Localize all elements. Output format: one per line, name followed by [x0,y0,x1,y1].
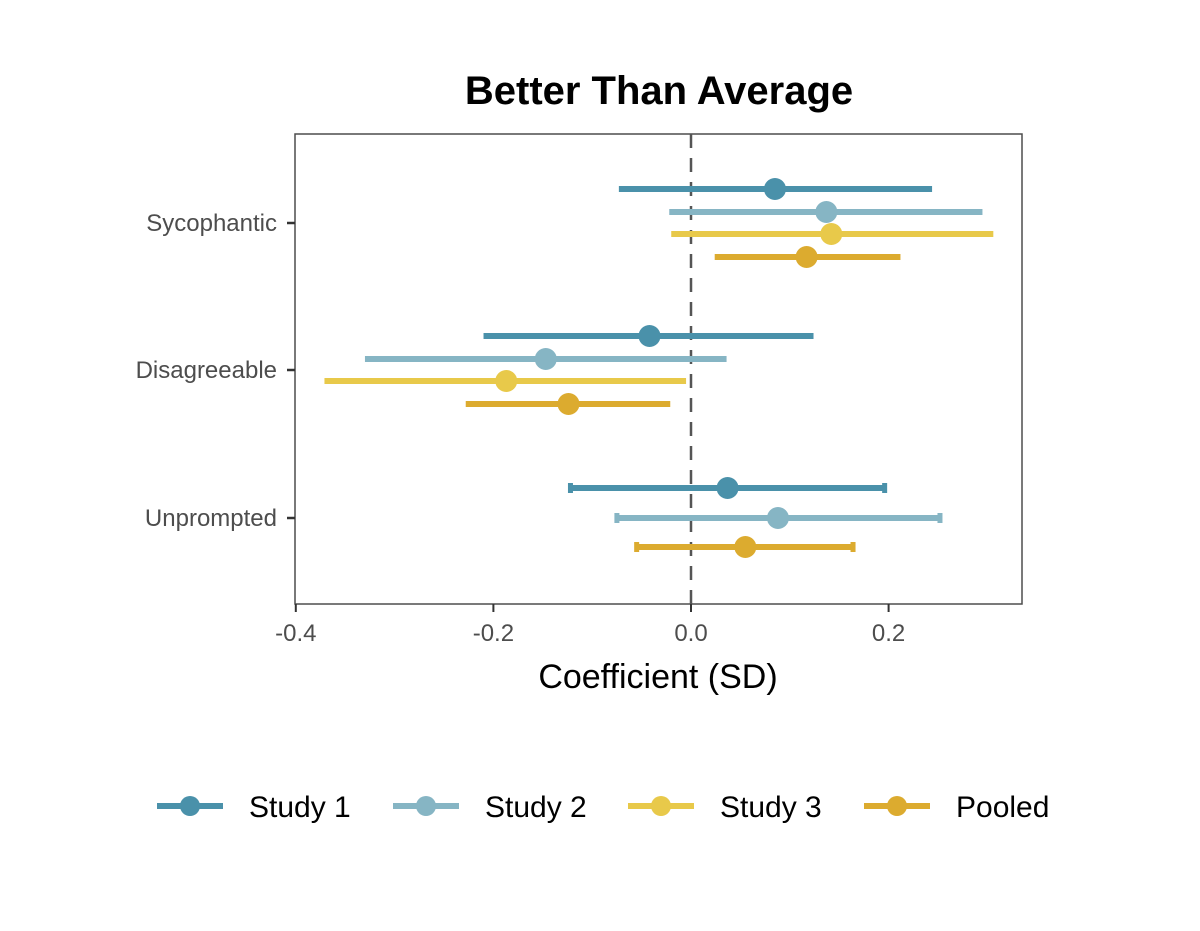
error-bar-pooled [634,536,856,558]
point-estimate [763,178,786,200]
legend-item: Study 2 [393,791,587,824]
chart-title: Better Than Average [465,69,853,113]
legend-label: Study 3 [720,791,822,824]
error-bar-study-1 [618,178,933,200]
point-estimate [766,507,789,529]
error-bar-pooled [714,246,901,268]
x-tick-label: 0.0 [674,620,707,647]
error-bar-study-3 [671,223,994,245]
point-estimate [495,370,518,392]
point-estimate [534,348,557,370]
point-estimate [557,393,580,415]
y-tick-label: Disagreeable [136,357,277,384]
legend-label: Study 1 [249,791,351,824]
error-bar-study-2 [669,201,983,223]
x-tick-label: -0.4 [275,620,316,647]
error-bar-pooled [465,393,671,415]
y-tick-label: Unprompted [145,505,277,532]
legend-item: Pooled [864,791,1049,824]
x-axis-label: Coefficient (SD) [538,658,777,696]
legend-label: Pooled [956,791,1049,824]
error-bar-study-2 [364,348,727,370]
point-estimate [638,325,661,347]
legend-item: Study 3 [628,791,822,824]
legend-marker [887,796,907,816]
error-bar-study-1 [483,325,814,347]
error-bar-study-1 [567,477,888,499]
point-estimate [795,246,818,268]
error-bar-study-3 [324,370,687,392]
plot-panel: Sycophantic Disagreeable Unprompted -0.4 -0.… [136,133,1023,647]
legend-marker [416,796,436,816]
error-bar-study-2 [614,507,943,529]
panel-border [294,133,1023,605]
y-tick-label: Sycophantic [146,210,277,237]
x-tick-label: -0.2 [473,620,514,647]
legend-marker [651,796,671,816]
point-estimate [734,536,757,558]
legend-label: Study 2 [485,791,587,824]
point-estimate [716,477,739,499]
point-estimate [820,223,843,245]
x-tick-label: 0.2 [872,620,905,647]
legend-marker [180,796,200,816]
point-estimate [815,201,838,223]
legend-item: Study 1 [157,791,351,824]
legend: Study 1 Study 2 Study 3 Pooled [157,791,1049,824]
